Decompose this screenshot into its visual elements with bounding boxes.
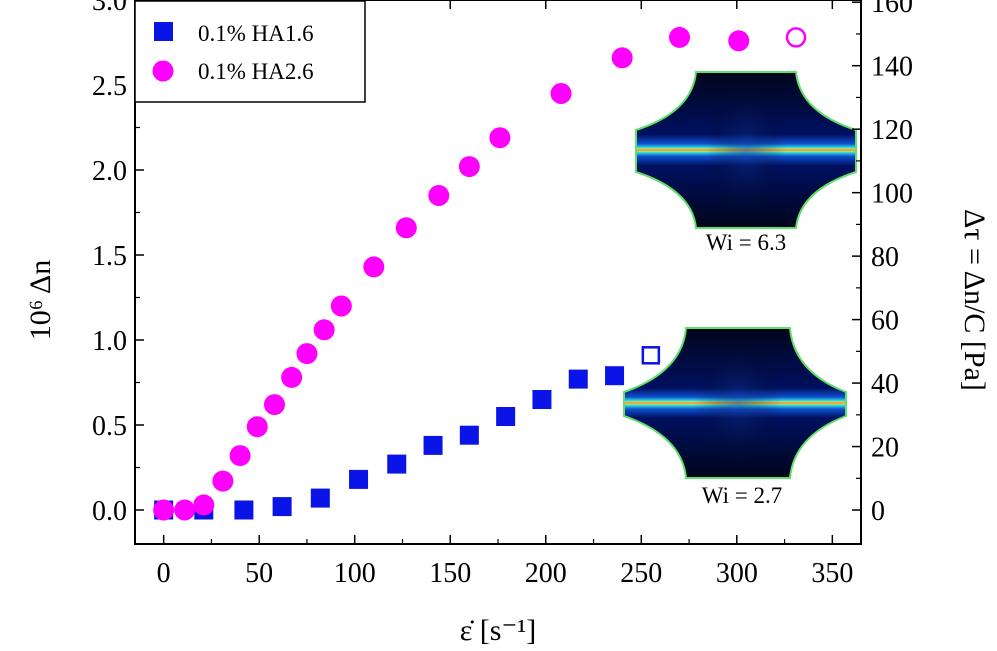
y-tick-label: 0.5 bbox=[92, 411, 127, 442]
data-point-ha1-6 bbox=[605, 366, 625, 386]
marks-layer bbox=[153, 26, 807, 521]
inset-wi-6-3: Wi = 6.3 bbox=[635, 71, 857, 255]
y-tick-label: 2.0 bbox=[92, 156, 127, 187]
y2-tick-label: 100 bbox=[871, 179, 913, 210]
data-point-ha2-6 bbox=[193, 494, 215, 516]
x-tick-label: 0 bbox=[157, 558, 171, 589]
data-point-open-ha2-6 bbox=[785, 27, 807, 48]
data-point-ha2-6 bbox=[313, 319, 335, 341]
x-tick-label: 350 bbox=[811, 558, 853, 589]
y2-tick-label: 80 bbox=[871, 242, 899, 273]
data-point-ha1-6 bbox=[423, 435, 443, 455]
y2-tick-label: 120 bbox=[871, 115, 913, 146]
data-point-ha2-6 bbox=[281, 366, 303, 388]
x-tick-label: 300 bbox=[716, 558, 758, 589]
x-tick-label: 250 bbox=[620, 558, 662, 589]
data-point-ha2-6 bbox=[458, 156, 480, 178]
data-point-ha2-6 bbox=[330, 295, 352, 317]
data-point-ha2-6 bbox=[550, 83, 572, 104]
data-point-ha1-6 bbox=[310, 488, 330, 508]
legend-marker-ha1-6 bbox=[154, 22, 173, 41]
data-point-ha1-6 bbox=[349, 469, 369, 489]
y2-tick-label: 40 bbox=[871, 369, 899, 400]
data-point-ha1-6 bbox=[272, 497, 292, 517]
data-point-ha2-6 bbox=[669, 26, 690, 48]
inset-wi-2-7: Wi = 2.7 bbox=[623, 327, 847, 508]
y-tick-label: 3.0 bbox=[92, 0, 127, 17]
data-point-ha2-6 bbox=[174, 499, 196, 521]
data-point-ha1-6 bbox=[234, 500, 254, 520]
inset-wi-2-7-label: Wi = 2.7 bbox=[702, 483, 782, 508]
data-point-ha1-6 bbox=[568, 369, 588, 389]
y-axis-title-left: 10⁶ Δn bbox=[24, 260, 57, 341]
y-axis-title-right: Δτ = Δn/C [Pa] bbox=[958, 209, 991, 391]
y-tick-label: 1.5 bbox=[92, 241, 127, 272]
data-point-ha2-6 bbox=[296, 343, 318, 365]
data-point-ha2-6 bbox=[212, 470, 234, 492]
data-point-ha2-6 bbox=[428, 185, 450, 206]
data-point-ha2-6 bbox=[263, 394, 285, 416]
y-tick-label: 1.0 bbox=[92, 326, 127, 357]
data-point-ha2-6 bbox=[728, 30, 750, 52]
y-tick-label: 0.0 bbox=[92, 496, 127, 527]
data-point-ha1-6 bbox=[496, 407, 516, 426]
data-point-ha2-6 bbox=[153, 499, 175, 521]
data-point-ha2-6 bbox=[489, 127, 511, 149]
y2-tick-label: 160 bbox=[871, 0, 913, 19]
data-point-ha2-6 bbox=[395, 217, 417, 239]
x-tick-label: 50 bbox=[245, 558, 273, 589]
data-point-ha1-6 bbox=[532, 390, 552, 409]
data-point-ha2-6 bbox=[363, 256, 385, 278]
data-point-open-ha1-6 bbox=[641, 346, 661, 365]
legend-box bbox=[134, 0, 366, 103]
data-point-ha2-6 bbox=[229, 445, 251, 467]
legend-label-ha1-6: 0.1% HA1.6 bbox=[198, 21, 314, 46]
x-axis-title: ε̇ [s⁻¹] bbox=[460, 614, 537, 647]
data-point-ha1-6 bbox=[387, 454, 407, 474]
y2-tick-label: 60 bbox=[871, 306, 899, 337]
y2-tick-label: 0 bbox=[871, 496, 885, 527]
x-tick-label: 200 bbox=[525, 558, 567, 589]
x-tick-label: 150 bbox=[429, 558, 471, 589]
data-point-ha2-6 bbox=[611, 47, 633, 69]
legend-marker-ha2-6 bbox=[152, 60, 174, 82]
y-tick-label: 2.5 bbox=[92, 71, 127, 102]
y2-tick-label: 20 bbox=[871, 433, 899, 464]
y2-tick-label: 140 bbox=[871, 52, 913, 83]
axes-layer: 0 50 100 150 200 250 300 3500.00.51.01.52.02.53… bbox=[92, 0, 913, 589]
inset-wi-6-3-glow bbox=[706, 80, 786, 220]
inset-wi-2-7-glow bbox=[694, 337, 782, 469]
data-point-ha1-6 bbox=[459, 425, 479, 445]
legend-label-ha2-6: 0.1% HA2.6 bbox=[198, 59, 314, 84]
data-point-ha2-6 bbox=[246, 416, 268, 438]
x-tick-label: 100 bbox=[334, 558, 376, 589]
inset-wi-6-3-label: Wi = 6.3 bbox=[706, 230, 786, 255]
legend: 0.1% HA1.6 0.1% HA2.6 bbox=[134, 0, 366, 103]
